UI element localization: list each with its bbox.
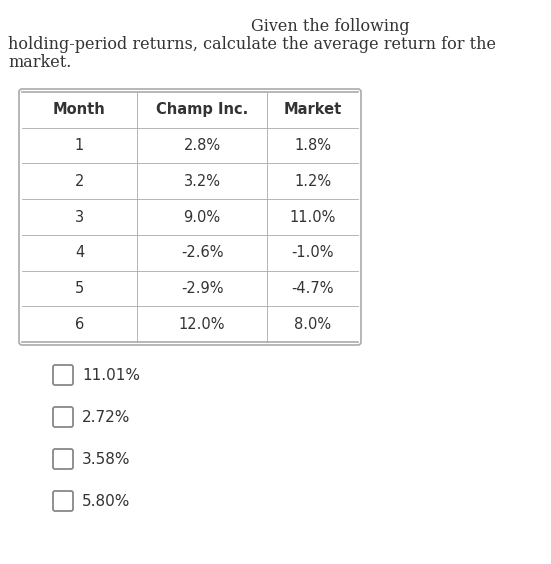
Text: -4.7%: -4.7% (291, 281, 334, 296)
Text: 1.2%: 1.2% (294, 174, 331, 189)
Text: 1: 1 (75, 138, 84, 153)
Text: 12.0%: 12.0% (179, 316, 225, 332)
Text: holding-period returns, calculate the average return for the: holding-period returns, calculate the av… (8, 36, 496, 53)
Text: -2.6%: -2.6% (181, 245, 223, 260)
FancyBboxPatch shape (53, 491, 73, 511)
Text: 6: 6 (75, 316, 84, 332)
Text: 5: 5 (75, 281, 84, 296)
Text: 3.2%: 3.2% (183, 174, 220, 189)
FancyBboxPatch shape (19, 89, 361, 345)
Text: -2.9%: -2.9% (181, 281, 223, 296)
Text: 3.58%: 3.58% (82, 452, 131, 466)
Text: 2: 2 (75, 174, 84, 189)
FancyBboxPatch shape (53, 449, 73, 469)
FancyBboxPatch shape (53, 407, 73, 427)
Text: Month: Month (53, 102, 106, 117)
Text: market.: market. (8, 54, 72, 71)
Text: Given the following: Given the following (251, 18, 409, 35)
Text: Market: Market (283, 102, 342, 117)
Text: -1.0%: -1.0% (291, 245, 334, 260)
Text: 8.0%: 8.0% (294, 316, 331, 332)
Text: 1.8%: 1.8% (294, 138, 331, 153)
Text: 3: 3 (75, 209, 84, 224)
Text: 2.72%: 2.72% (82, 409, 131, 425)
Text: 9.0%: 9.0% (183, 209, 220, 224)
FancyBboxPatch shape (53, 365, 73, 385)
Text: 4: 4 (75, 245, 84, 260)
Text: Champ Inc.: Champ Inc. (156, 102, 248, 117)
Text: 11.01%: 11.01% (82, 368, 140, 382)
Text: 5.80%: 5.80% (82, 494, 131, 509)
Text: 2.8%: 2.8% (183, 138, 220, 153)
Text: 11.0%: 11.0% (289, 209, 336, 224)
